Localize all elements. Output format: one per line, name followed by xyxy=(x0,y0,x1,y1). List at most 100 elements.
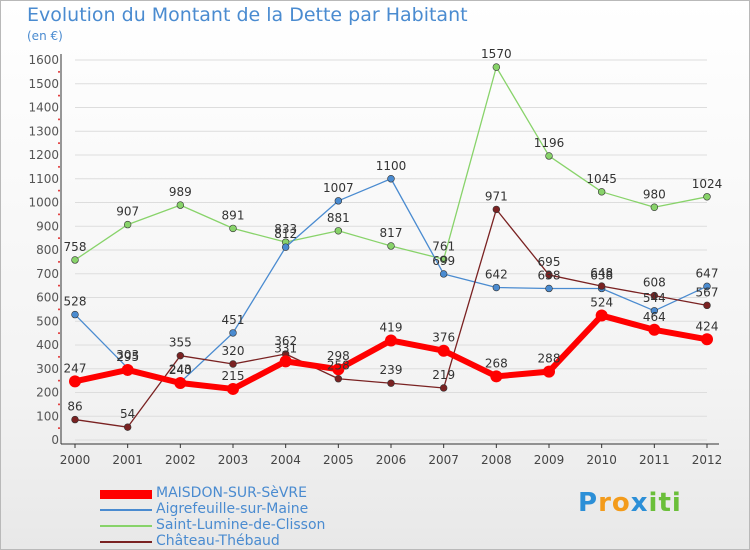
data-point xyxy=(123,220,132,229)
data-point xyxy=(279,355,292,368)
x-tick-label: 2011 xyxy=(639,453,670,467)
y-minor-tick xyxy=(58,118,60,121)
data-point xyxy=(439,255,448,263)
y-tick-label: 900 xyxy=(36,219,59,233)
data-point xyxy=(387,379,395,387)
x-tick-label: 2003 xyxy=(218,453,249,467)
data-label: 817 xyxy=(380,226,403,240)
x-tick-label: 2006 xyxy=(376,453,407,467)
data-point xyxy=(176,351,185,360)
data-point xyxy=(703,193,711,201)
x-tick-label: 2004 xyxy=(270,453,301,467)
y-minor-tick xyxy=(58,237,60,240)
data-label: 215 xyxy=(222,369,245,383)
data-point xyxy=(701,333,713,346)
data-point xyxy=(545,271,553,279)
data-label: 376 xyxy=(432,331,455,345)
y-tick-label: 500 xyxy=(36,314,59,328)
data-point xyxy=(71,415,79,424)
data-label: 1045 xyxy=(586,172,617,186)
data-label: 243 xyxy=(169,362,192,376)
data-label: 758 xyxy=(64,240,87,254)
data-point xyxy=(334,227,343,235)
data-label: 881 xyxy=(327,211,350,225)
data-point xyxy=(334,197,343,205)
data-label: 528 xyxy=(64,295,87,309)
y-tick-label: 1600 xyxy=(28,53,59,67)
data-point xyxy=(385,334,397,347)
data-point xyxy=(492,283,501,292)
data-point xyxy=(332,363,345,376)
data-point xyxy=(229,224,237,233)
y-minor-tick xyxy=(58,379,60,382)
data-label: 638 xyxy=(538,268,561,282)
legend-label: Aigrefeuille-sur-Maine xyxy=(156,501,309,517)
legend-label: Château-Thébaud xyxy=(156,533,280,549)
logo-letter: o xyxy=(611,488,631,518)
data-label: 298 xyxy=(327,349,350,363)
data-label: 989 xyxy=(169,185,192,199)
y-tick-label: 200 xyxy=(36,386,59,400)
y-minor-tick xyxy=(58,70,60,73)
legend-label: MAISDON-SUR-SèVRE xyxy=(156,485,307,501)
x-tick-label: 2001 xyxy=(112,453,143,467)
data-label: 1196 xyxy=(534,136,565,150)
y-tick-label: 1200 xyxy=(28,148,59,162)
y-minor-tick xyxy=(58,94,60,97)
y-tick-label: 300 xyxy=(36,362,59,376)
data-label: 608 xyxy=(643,276,666,290)
data-label: 424 xyxy=(696,319,719,333)
data-point xyxy=(490,370,503,383)
data-label: 247 xyxy=(64,361,87,375)
logo-letter: i xyxy=(648,488,659,518)
data-point xyxy=(650,203,659,211)
y-tick-label: 400 xyxy=(36,338,59,352)
logo-letter: i xyxy=(671,488,682,518)
data-point xyxy=(71,256,79,264)
data-label: 1100 xyxy=(376,159,407,173)
data-point xyxy=(439,384,448,392)
data-point xyxy=(69,375,81,388)
data-point xyxy=(123,423,132,431)
y-tick-label: 1100 xyxy=(28,172,59,186)
data-point xyxy=(176,201,185,209)
data-label: 1024 xyxy=(692,177,723,191)
data-label: 971 xyxy=(485,189,508,203)
data-label: 303 xyxy=(116,348,139,362)
data-point xyxy=(334,375,343,383)
data-label: 240 xyxy=(169,363,192,377)
y-tick-label: 1400 xyxy=(28,101,59,115)
x-tick-label: 2002 xyxy=(165,453,196,467)
y-tick-label: 100 xyxy=(36,409,59,423)
data-point xyxy=(229,360,237,368)
data-label: 464 xyxy=(643,310,666,324)
y-minor-tick xyxy=(58,260,60,263)
unit-label: (en €) xyxy=(27,29,63,43)
data-point xyxy=(545,284,553,293)
data-label: 544 xyxy=(643,291,666,305)
y-tick-label: 1300 xyxy=(28,124,59,138)
data-point xyxy=(492,205,501,214)
data-point xyxy=(227,382,239,395)
data-point xyxy=(387,242,395,250)
x-tick-label: 2010 xyxy=(586,453,617,467)
x-tick-label: 2009 xyxy=(534,453,565,467)
data-label: 295 xyxy=(116,350,139,364)
data-point xyxy=(648,323,661,336)
data-label: 1007 xyxy=(323,181,354,195)
data-label: 647 xyxy=(696,266,719,280)
data-point xyxy=(703,282,711,291)
data-point xyxy=(437,344,450,357)
x-tick-label: 2012 xyxy=(692,453,723,467)
data-label: 907 xyxy=(116,205,139,219)
y-minor-tick xyxy=(58,403,60,406)
legend-label: Saint-Lumine-de-Clisson xyxy=(156,517,326,533)
data-label: 812 xyxy=(274,227,297,241)
x-tick-label: 2000 xyxy=(60,453,91,467)
data-label: 648 xyxy=(590,266,613,280)
data-label: 695 xyxy=(538,255,561,269)
y-tick-label: 1000 xyxy=(28,196,59,210)
data-label: 891 xyxy=(222,208,245,222)
data-point xyxy=(650,307,659,315)
y-minor-tick xyxy=(58,355,60,358)
